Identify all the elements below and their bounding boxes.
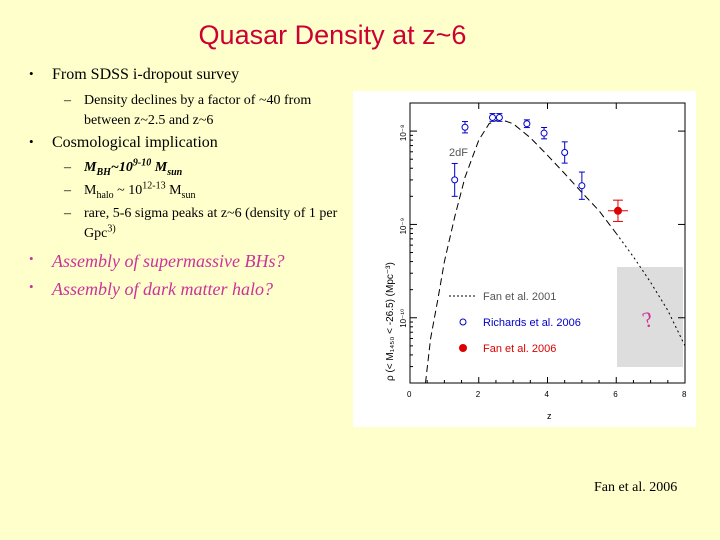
legend-richards: Richards et al. 2006 — [483, 317, 581, 329]
text-part: M — [84, 183, 97, 198]
label-2df: 2dF — [449, 147, 468, 159]
x-axis-label: z — [547, 411, 552, 421]
data-points — [451, 113, 628, 222]
richards-point — [561, 148, 569, 156]
dash: – — [64, 93, 71, 108]
dash: – — [64, 183, 71, 198]
text-sup: 3) — [107, 223, 116, 235]
x-tick-label: 2 — [476, 390, 481, 399]
legend-fan2001: Fan et al. 2001 — [483, 291, 556, 303]
richards-point — [489, 113, 496, 121]
bullet-sdss: • From SDSS i-dropout survey — [29, 66, 240, 84]
legend: Fan et al. 2001 Richards et al. 2006 Fan… — [449, 291, 581, 355]
density-figure: 0 2 4 6 8 10⁻⁸ 10⁻⁹ 10⁻¹⁰ ρ (< M₁₄₅₀ < -26.5) (… — [353, 91, 696, 427]
sub-bullet-text: Density declines by a factor of ~40 from… — [84, 93, 312, 128]
dash: – — [64, 160, 71, 175]
text-sub: sun — [167, 166, 183, 178]
bullet-text: Assembly of dark matter halo? — [52, 279, 273, 299]
figure-caption: Fan et al. 2006 — [594, 480, 678, 495]
sub-bullet-rare: – rare, 5-6 sigma peaks at z~6 (density … — [64, 204, 342, 244]
richards-point — [540, 129, 548, 137]
text-sup: 12-13 — [142, 180, 166, 192]
legend-fan2006: Fan et al. 2006 — [483, 343, 556, 355]
bullet-text: Cosmological implication — [52, 134, 218, 151]
x-tick-label: 6 — [613, 390, 618, 399]
y-tick-label: 10⁻⁸ — [399, 125, 408, 142]
legend-marker-fan2006 — [459, 344, 467, 352]
sub-bullet-mhalo: – Mhalo ~ 1012-13 Msun — [64, 180, 196, 201]
bullet-dot: • — [29, 134, 34, 149]
bullet-dot: • — [29, 279, 34, 294]
richards-point — [451, 176, 459, 184]
x-tick-label: 4 — [545, 390, 550, 399]
text-part: ~ 10 — [113, 183, 143, 198]
fan-2001-dotted-extension — [615, 233, 686, 347]
bullet-dot: • — [29, 251, 34, 266]
dash: – — [64, 206, 71, 221]
text-part: M — [151, 160, 168, 175]
text-sup: 9-10 — [132, 157, 152, 169]
text-part: M — [165, 183, 182, 198]
x-tick-label: 8 — [682, 390, 687, 399]
text-part: M — [84, 160, 97, 175]
bullet-dot: • — [29, 66, 34, 81]
text-part: ~10 — [110, 160, 133, 175]
bullet-assembly-halo: • Assembly of dark matter halo? — [29, 279, 273, 300]
text-sub: halo — [96, 189, 114, 201]
bullet-cosmology: • Cosmological implication — [29, 134, 218, 152]
text-sub: BH — [96, 166, 111, 178]
axis-ticks — [409, 102, 686, 384]
density-plot: 0 2 4 6 8 10⁻⁸ 10⁻⁹ 10⁻¹⁰ ρ (< M₁₄₅₀ < -26.5) (… — [385, 102, 687, 421]
shaded-region — [617, 267, 683, 367]
richards-point — [461, 123, 469, 131]
richards-point — [578, 182, 586, 190]
x-tick-label: 0 — [407, 390, 412, 399]
sub-bullet-density: – Density declines by a factor of ~40 fr… — [64, 91, 346, 131]
bullet-text: Assembly of supermassive BHs? — [52, 251, 285, 271]
bullet-assembly-bh: • Assembly of supermassive BHs? — [29, 251, 285, 272]
fan2006-point — [613, 206, 622, 215]
legend-marker-richards — [459, 318, 467, 326]
y-axis-label: ρ (< M₁₄₅₀ < -26.5) (Mpc⁻³) — [385, 262, 396, 381]
y-tick-label: 10⁻¹⁰ — [399, 309, 408, 328]
axis-tick-labels: 0 2 4 6 8 10⁻⁸ 10⁻⁹ 10⁻¹⁰ — [399, 125, 687, 399]
text-part: rare, 5-6 sigma peaks at z~6 (density of… — [84, 206, 338, 241]
slide-title: Quasar Density at z~6 — [198, 20, 467, 50]
text-sub: sun — [181, 189, 196, 201]
richards-point — [495, 113, 503, 121]
sub-bullet-mbh: – MBH~109-10 Msun — [64, 157, 183, 178]
fan-2001-curve — [425, 118, 617, 384]
y-tick-label: 10⁻⁹ — [399, 218, 408, 235]
bullet-text: From SDSS i-dropout survey — [52, 66, 240, 83]
richards-point — [523, 120, 531, 128]
